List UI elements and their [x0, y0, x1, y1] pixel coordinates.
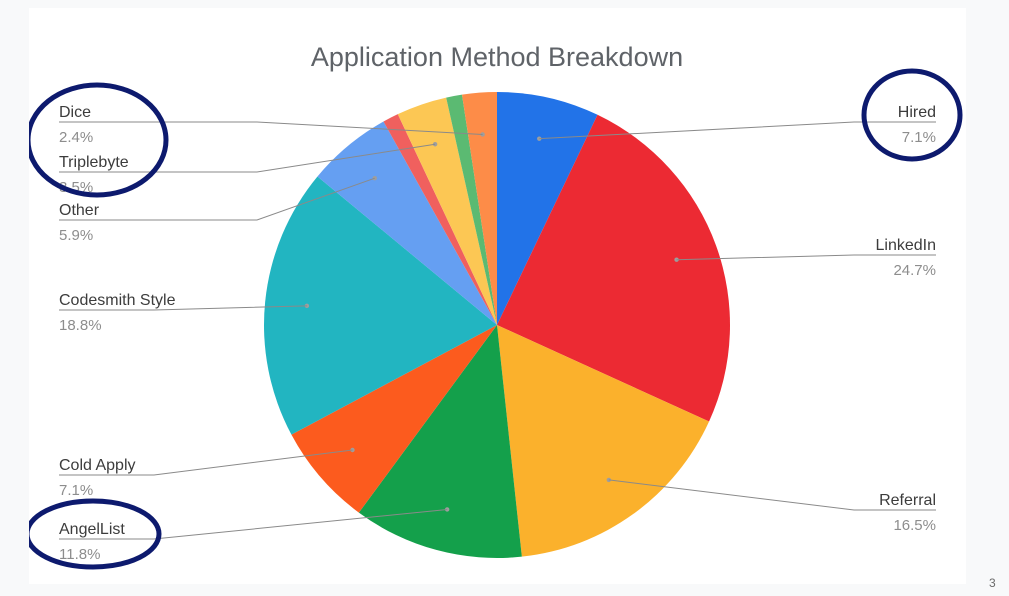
pie-slice-other — [317, 121, 497, 325]
pie-slice-triplebyte — [397, 97, 497, 326]
leader-line — [59, 121, 483, 135]
pie-slice-codesmith-style — [263, 176, 497, 435]
leader-anchor-dot — [537, 136, 542, 141]
page-number: 3 — [989, 576, 996, 590]
pie-slice-referral — [497, 325, 710, 557]
slide: Application Method Breakdown Hired 7.1% Li… — [29, 8, 996, 590]
pie-slices — [263, 92, 730, 558]
leader-line — [676, 254, 936, 261]
highlight-circle — [29, 498, 162, 570]
slice-percent-label: 5.9% — [59, 227, 93, 244]
slice-percent-label: 16.5% — [893, 517, 936, 534]
leader-line — [608, 479, 936, 511]
leader-anchor-dot — [350, 447, 355, 453]
slice-percent-label: 7.1% — [59, 482, 93, 499]
slice-label: Dice — [59, 104, 91, 121]
leader-lines — [59, 121, 936, 540]
slice-label: Referral — [879, 492, 936, 509]
pie-slice-unlabeled-7 — [383, 114, 497, 326]
pie-slice-linkedin — [497, 114, 730, 422]
pie-chart: Application Method Breakdown Hired 7.1% Li… — [29, 42, 963, 570]
slice-percent-label: 7.1% — [902, 129, 936, 146]
pie-slice-angellist — [358, 325, 522, 558]
slice-label: Triplebyte — [59, 154, 129, 171]
pie-slice-unlabeled-9 — [446, 94, 497, 326]
leader-line — [539, 121, 936, 140]
slice-label: LinkedIn — [876, 237, 937, 254]
highlight-circle — [861, 68, 963, 162]
pie-slice-hired — [497, 92, 598, 325]
highlight-circles — [29, 68, 963, 570]
leader-anchor-dot — [606, 477, 612, 483]
slice-label: Other — [59, 202, 100, 219]
leader-line — [59, 143, 436, 173]
leader-line — [59, 177, 375, 221]
chart-title: Application Method Breakdown — [311, 42, 683, 72]
pie-slice-cold-apply — [291, 325, 497, 513]
leader-line — [59, 508, 448, 540]
slice-percent-label: 18.8% — [59, 317, 102, 334]
slice-label: Cold Apply — [59, 457, 136, 474]
slice-label: Codesmith Style — [59, 292, 176, 309]
leader-line — [59, 305, 307, 311]
slice-percent-label: 2.4% — [59, 129, 93, 146]
pie-slice-dice — [461, 92, 497, 325]
highlight-circle — [29, 82, 169, 198]
slice-percent-label: 11.8% — [59, 546, 100, 563]
slice-label: AngelList — [59, 521, 125, 538]
leader-line — [59, 449, 353, 476]
slice-labels: Hired 7.1% LinkedIn 24.7% Referral 16.5% Angel… — [59, 104, 936, 563]
slice-percent-label: 24.7% — [893, 262, 936, 279]
slice-label: Hired — [898, 104, 936, 121]
